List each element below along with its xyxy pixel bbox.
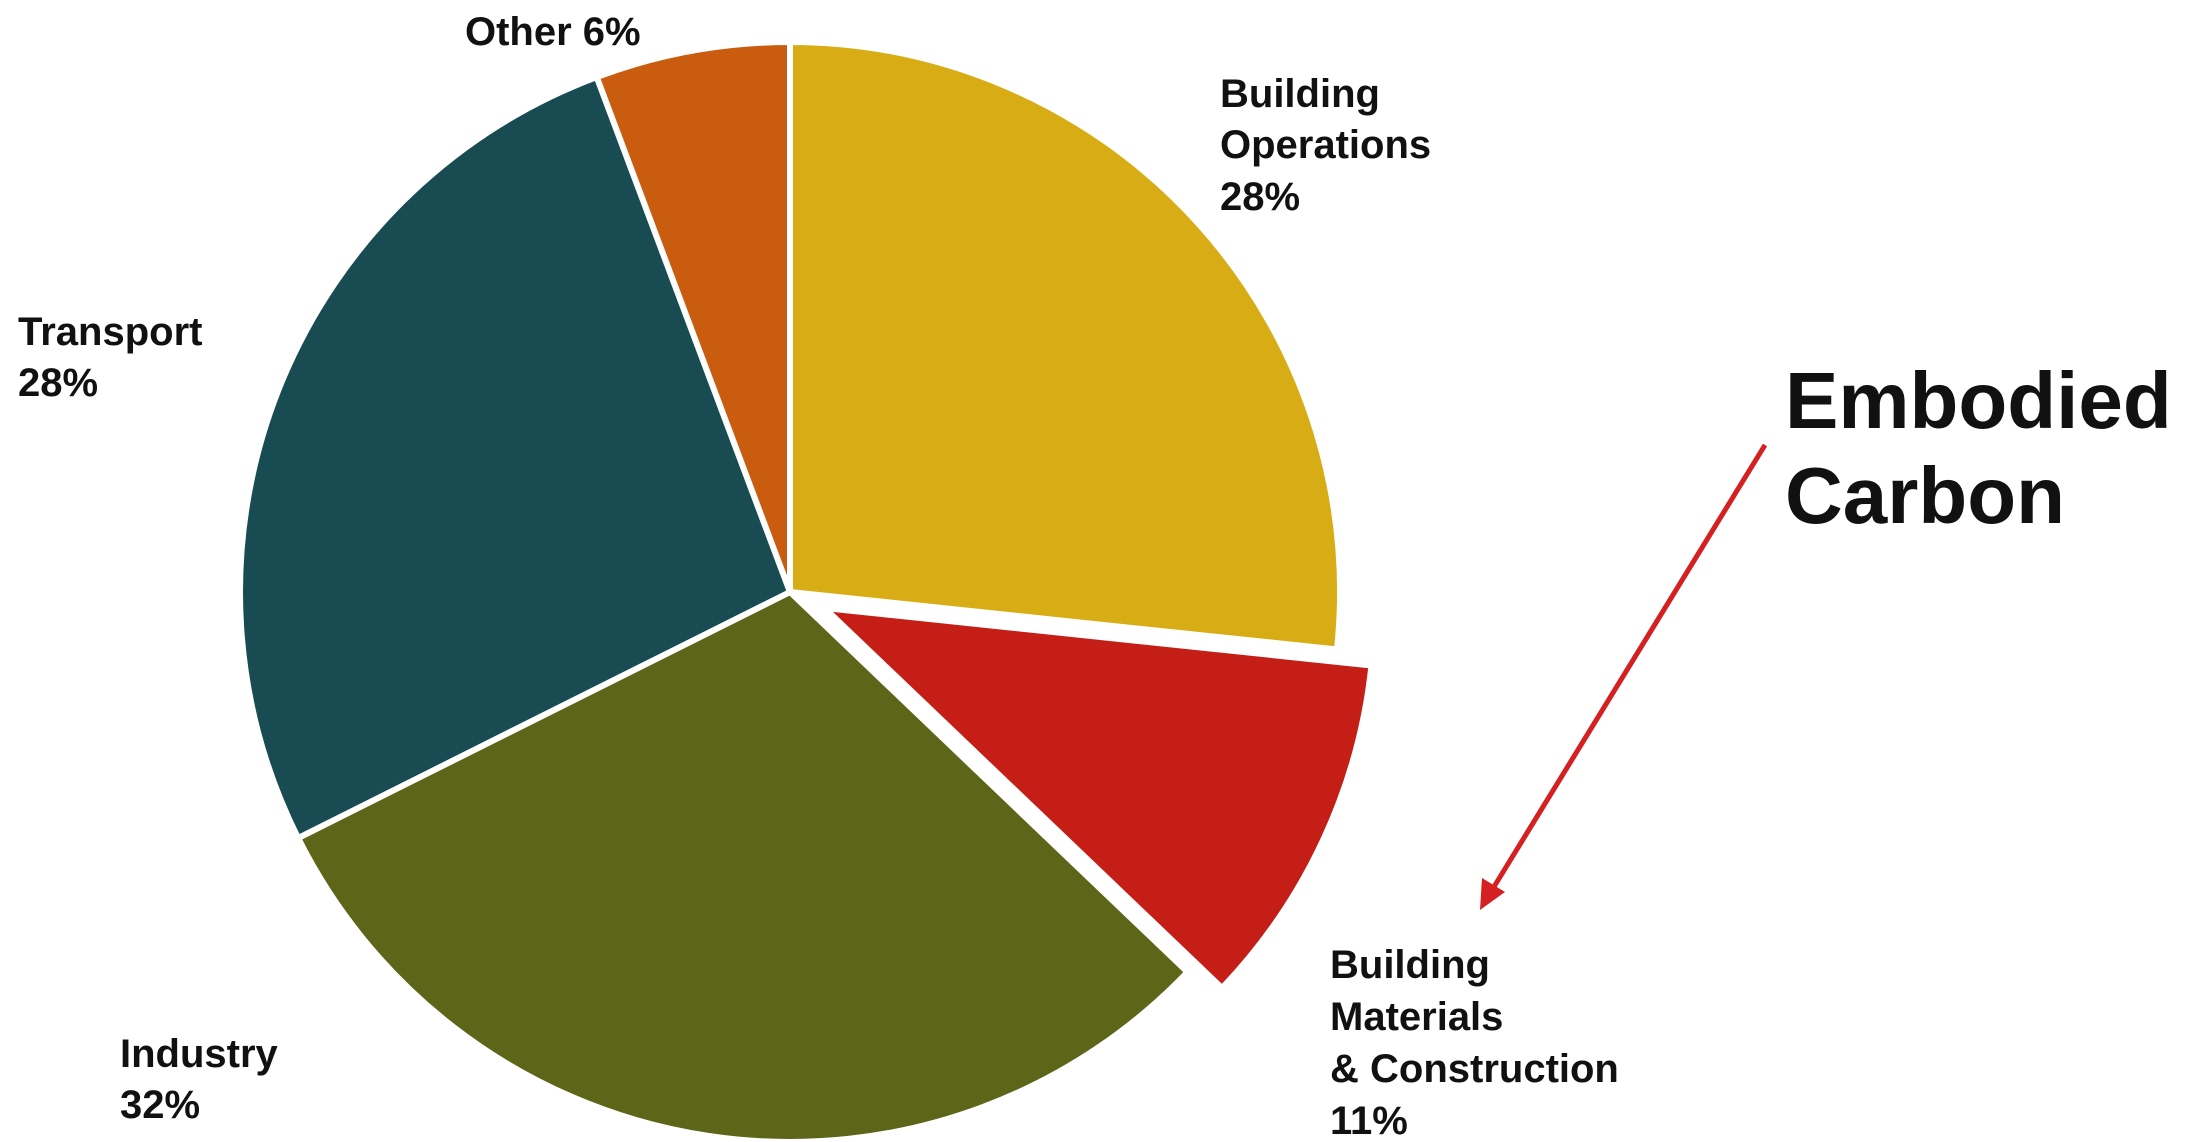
label-other: Other 6% bbox=[465, 10, 641, 54]
callout-arrow bbox=[1480, 443, 1768, 910]
pie-slice-transport bbox=[237, 74, 793, 842]
label-transport: Transport 28% bbox=[18, 310, 214, 405]
label-industry: Industry 32% bbox=[120, 1032, 289, 1127]
label-building-operations: Building Operations 28% bbox=[1220, 72, 1442, 219]
pie-slices bbox=[237, 39, 1375, 1142]
label-building-materials: Building Materials & Construction 11% bbox=[1330, 943, 1630, 1142]
embodied-carbon-callout: Embodied Carbon bbox=[1785, 356, 2194, 540]
pie-slice-other bbox=[593, 39, 793, 595]
pie-slice-building-operations bbox=[787, 39, 1344, 653]
pie-slice-building-materials-construction bbox=[821, 604, 1375, 992]
